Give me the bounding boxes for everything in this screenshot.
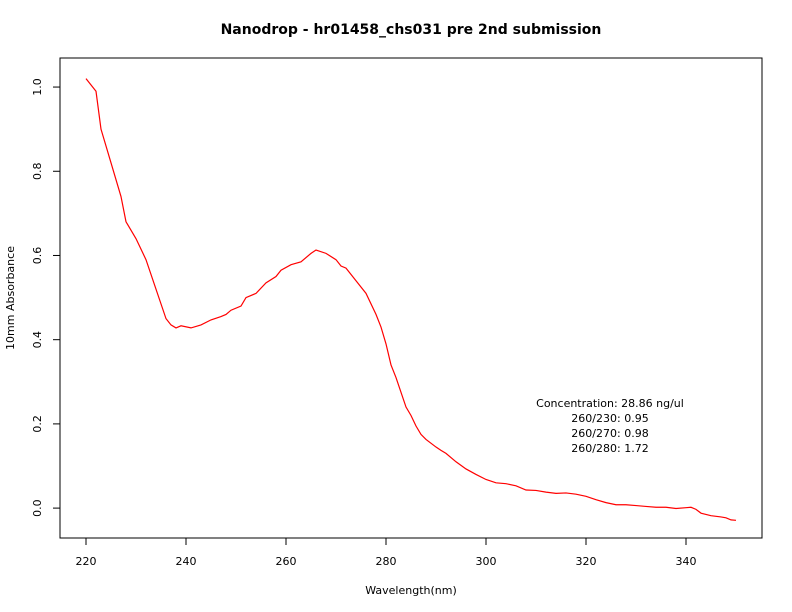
y-tick-label: 0.0 (31, 499, 44, 516)
plot-box (59, 57, 763, 539)
y-tick-label: 0.2 (31, 415, 44, 433)
x-tick-label: 240 (176, 555, 197, 568)
x-tick-label: 340 (676, 555, 697, 568)
x-axis-label: Wavelength(nm) (365, 584, 457, 597)
annotation: 260/270: 0.98 (571, 427, 648, 440)
x-tick-label: 300 (476, 555, 497, 568)
x-tick-label: 320 (576, 555, 597, 568)
annotation: Concentration: 28.86 ng/ul (536, 397, 684, 410)
data-line (85, 78, 737, 521)
x-tick-label: 280 (376, 555, 397, 568)
x-tick-label: 220 (76, 555, 97, 568)
x-tick-label: 260 (276, 555, 297, 568)
y-tick-label: 0.6 (31, 247, 44, 265)
y-tick-label: 0.8 (31, 163, 44, 181)
annotation: 260/280: 1.72 (571, 442, 648, 455)
y-axis-label: 10mm Absorbance (4, 246, 17, 350)
chart-title: Nanodrop - hr01458_chs031 pre 2nd submis… (221, 22, 602, 38)
annotation: 260/230: 0.95 (571, 412, 648, 425)
y-tick-label: 1.0 (31, 78, 44, 96)
y-tick-label: 0.4 (31, 331, 44, 349)
